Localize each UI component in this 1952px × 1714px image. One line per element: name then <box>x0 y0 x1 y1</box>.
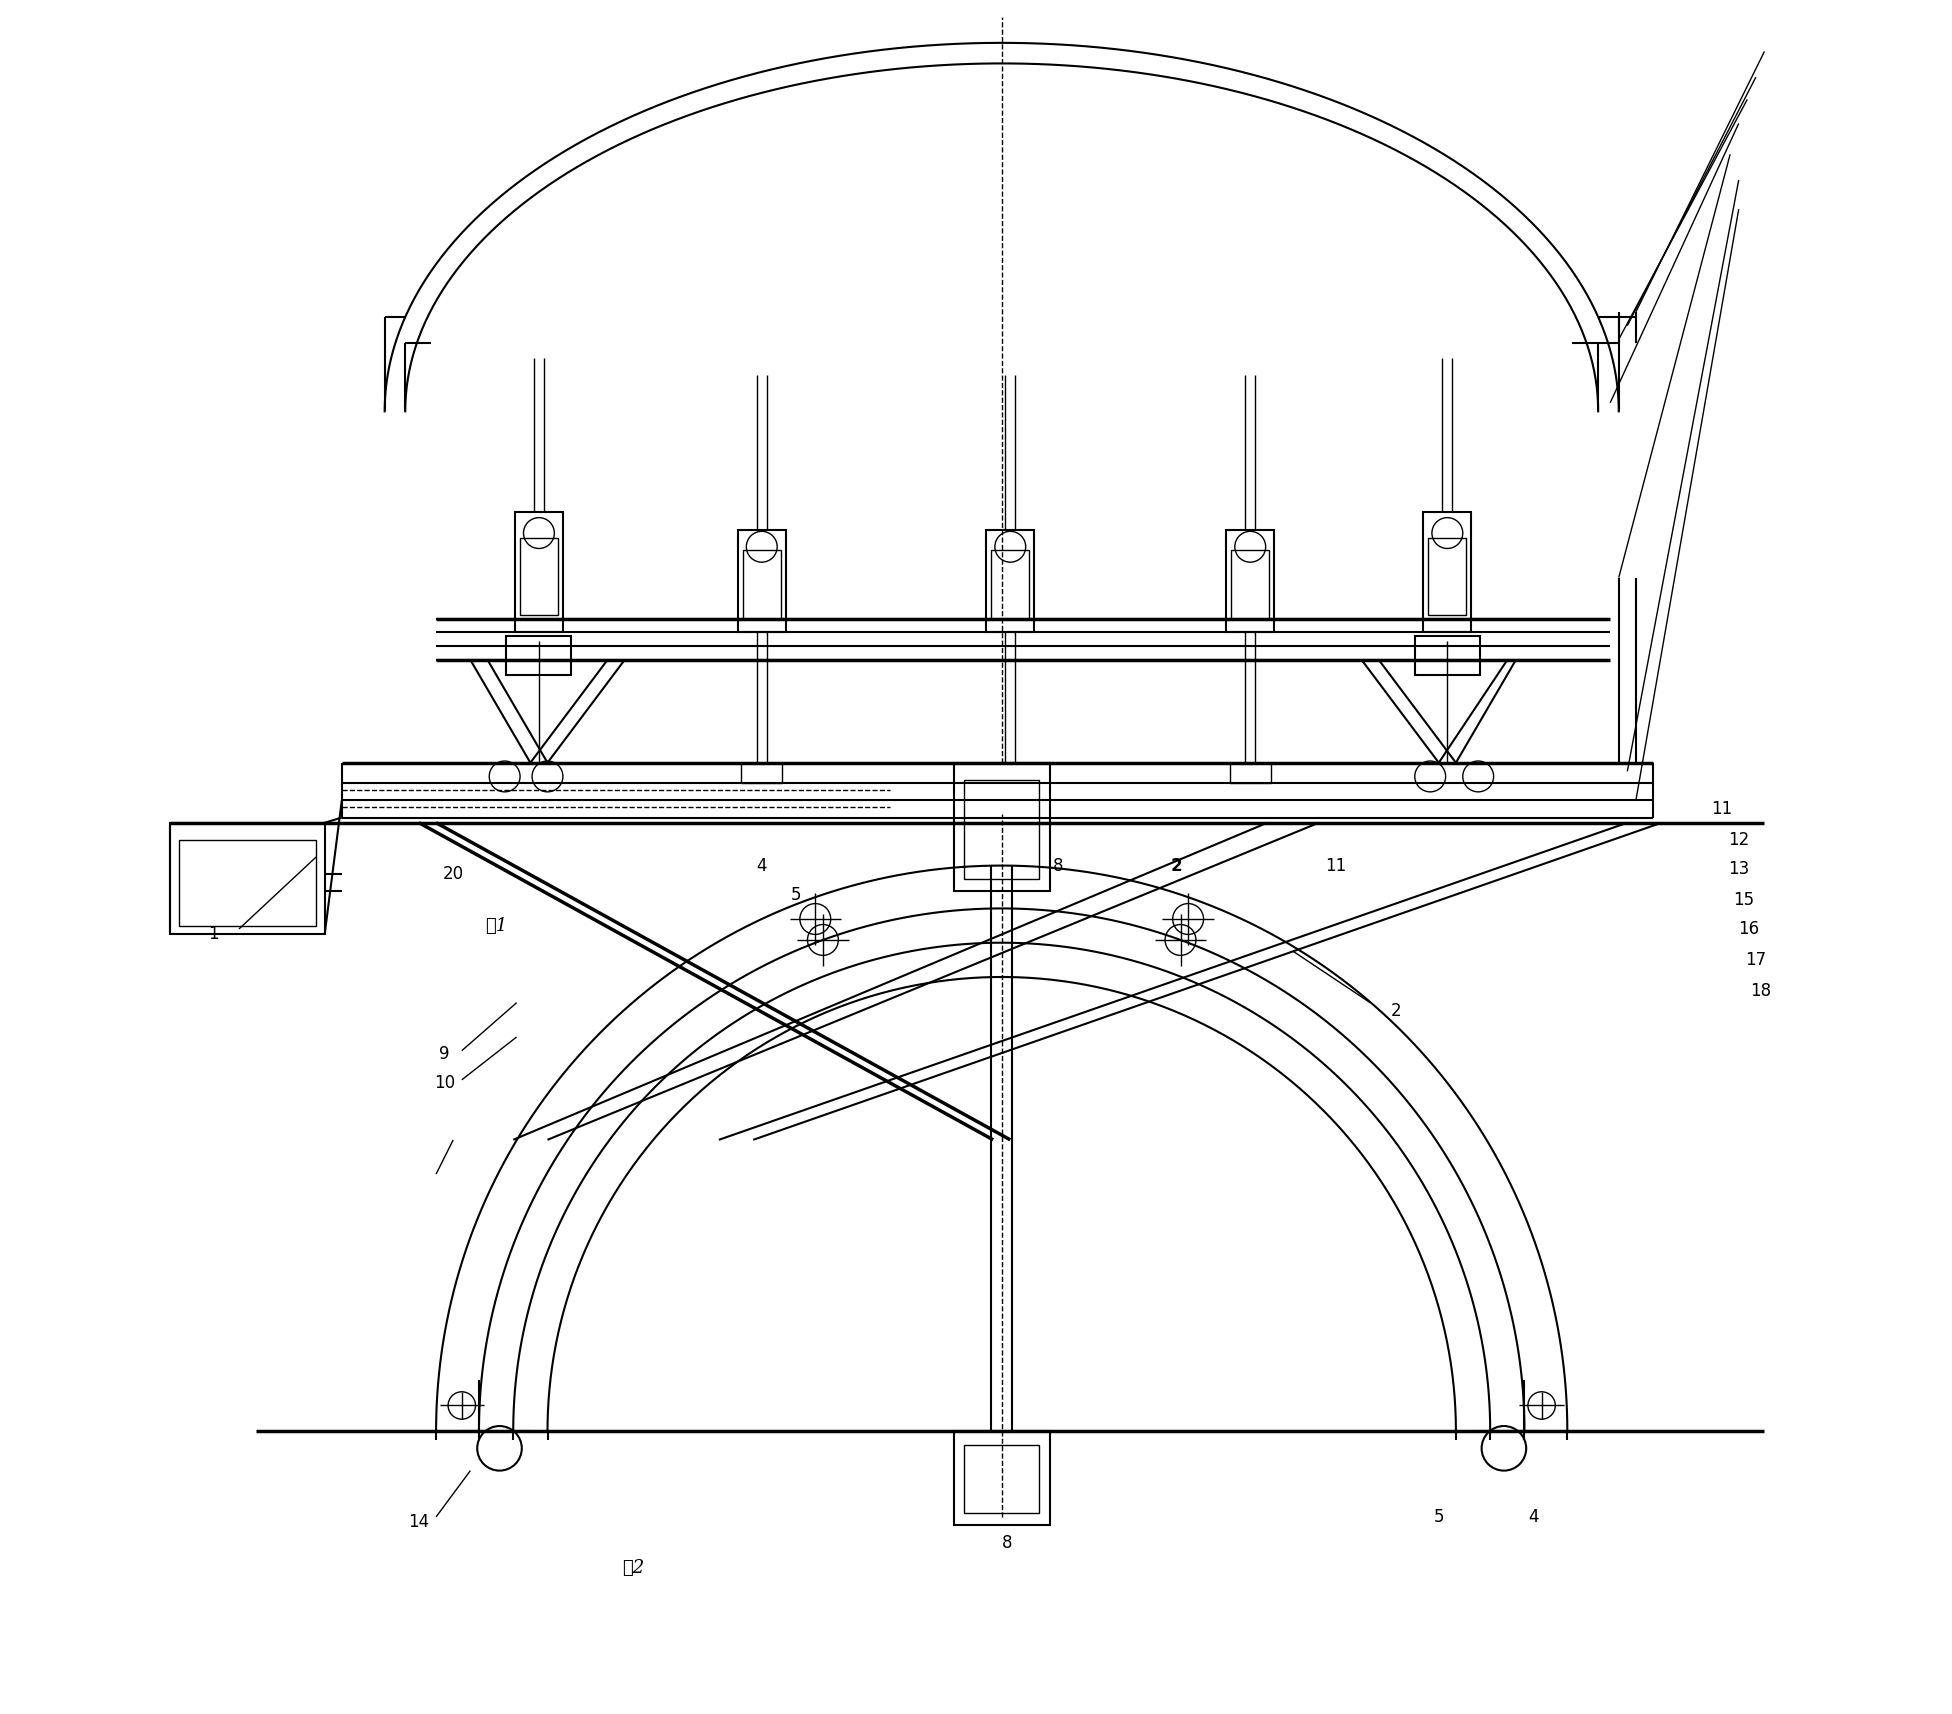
Text: 16: 16 <box>1739 920 1759 938</box>
Text: 8: 8 <box>1001 1534 1011 1551</box>
Text: 12: 12 <box>1728 831 1749 848</box>
Text: 8: 8 <box>1052 857 1064 874</box>
Text: 13: 13 <box>1728 860 1749 878</box>
Bar <box>519 538 558 615</box>
Text: 图1: 图1 <box>484 917 508 934</box>
Bar <box>964 1445 1038 1513</box>
Text: 2: 2 <box>1390 1003 1402 1020</box>
Bar <box>992 550 1029 619</box>
Bar <box>1423 512 1472 632</box>
Text: 18: 18 <box>1751 982 1772 999</box>
Bar <box>964 780 1038 879</box>
Text: 20: 20 <box>443 866 465 883</box>
Bar <box>744 550 781 619</box>
Text: 17: 17 <box>1745 951 1767 968</box>
Bar <box>955 1431 1050 1525</box>
Bar <box>1230 763 1271 783</box>
Bar <box>738 530 787 632</box>
Bar <box>955 763 1050 891</box>
Text: 5: 5 <box>791 886 800 903</box>
Bar <box>180 840 316 926</box>
Text: 图2: 图2 <box>623 1560 644 1577</box>
Bar <box>1415 636 1480 675</box>
Text: 5: 5 <box>1433 1508 1444 1525</box>
Bar <box>170 823 324 934</box>
Bar <box>742 763 783 783</box>
Text: 15: 15 <box>1733 891 1755 908</box>
Text: 9: 9 <box>439 1046 449 1063</box>
Bar <box>506 636 572 675</box>
Text: 1: 1 <box>209 926 219 943</box>
Bar <box>986 530 1035 632</box>
Text: 2: 2 <box>1171 857 1183 874</box>
Text: 11: 11 <box>1325 857 1347 874</box>
Text: 4: 4 <box>1528 1508 1538 1525</box>
Bar <box>1226 530 1275 632</box>
Bar <box>515 512 562 632</box>
Bar <box>1429 538 1466 615</box>
Bar <box>1232 550 1269 619</box>
Text: 10: 10 <box>433 1075 455 1092</box>
Text: 14: 14 <box>408 1513 429 1531</box>
Text: 4: 4 <box>757 857 767 874</box>
Text: 11: 11 <box>1712 800 1731 818</box>
